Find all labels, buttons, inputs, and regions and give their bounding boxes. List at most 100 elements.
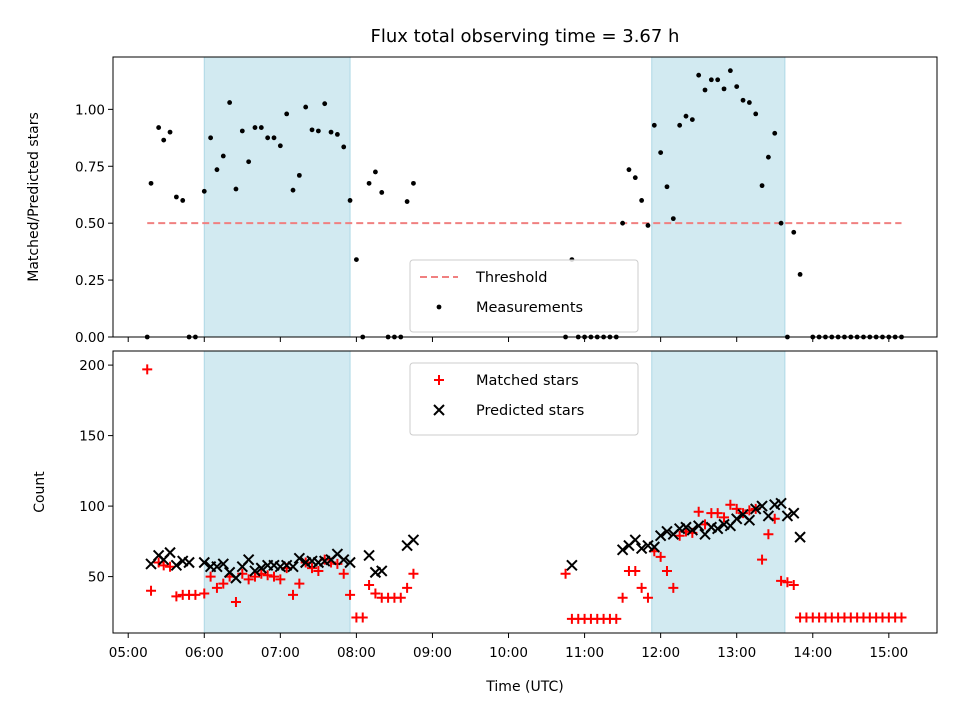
data-point <box>727 68 733 74</box>
data-point <box>227 100 233 105</box>
data-point <box>658 150 664 156</box>
legend-label: Measurements <box>476 300 583 316</box>
data-point <box>434 375 444 385</box>
data-point <box>664 184 670 190</box>
data-point <box>190 589 201 600</box>
data-point <box>696 72 702 78</box>
data-point <box>436 304 442 310</box>
legend-item: Measurements <box>436 300 583 316</box>
data-point <box>791 229 797 235</box>
data-point <box>645 223 651 228</box>
data-point <box>353 257 359 263</box>
data-point <box>765 154 771 160</box>
x-tick-label: 06:00 <box>185 645 224 661</box>
data-point <box>651 122 657 128</box>
data-point <box>788 507 800 519</box>
data-point <box>255 562 268 574</box>
data-point <box>566 559 578 572</box>
legend-item: Predicted stars <box>433 403 584 419</box>
data-point <box>341 144 347 150</box>
data-point <box>683 113 689 119</box>
y-tick-label: 0.00 <box>75 330 105 346</box>
data-point <box>347 198 353 203</box>
data-point <box>404 199 410 204</box>
data-point <box>661 525 673 538</box>
data-point <box>661 565 672 576</box>
measurements-series <box>144 68 904 340</box>
y-axis-label: Matched/Predicted stars <box>26 112 42 282</box>
observing-window <box>651 350 786 634</box>
data-point <box>715 77 721 83</box>
data-point <box>746 100 752 105</box>
y-tick-label: 0.75 <box>75 159 105 175</box>
data-point <box>668 582 679 593</box>
data-point <box>639 198 645 203</box>
legend-box <box>409 259 639 333</box>
data-point <box>288 589 299 600</box>
data-point <box>626 167 632 173</box>
data-point <box>762 510 775 522</box>
data-point <box>211 582 222 593</box>
panel-frame <box>112 350 938 634</box>
data-point <box>740 97 746 103</box>
data-point <box>294 578 305 589</box>
x-tick-label: 10:00 <box>489 645 528 661</box>
observing-window <box>203 350 351 634</box>
data-point <box>689 117 695 123</box>
data-point <box>275 574 286 585</box>
data-point <box>218 578 229 589</box>
data-point <box>183 556 195 569</box>
data-point <box>617 592 628 603</box>
data-point <box>636 582 647 593</box>
data-point <box>211 561 223 573</box>
observing-window <box>651 56 786 338</box>
data-point <box>239 128 245 134</box>
x-tick-label: 11:00 <box>565 645 604 661</box>
x-axis-label: Time (UTC) <box>485 679 563 695</box>
data-point <box>284 111 290 117</box>
data-point <box>287 561 299 573</box>
data-point <box>201 188 207 194</box>
data-point <box>198 556 210 569</box>
x-tick-label: 13:00 <box>717 645 756 661</box>
data-point <box>896 612 907 623</box>
data-point <box>686 524 699 536</box>
x-tick-label: 09:00 <box>413 645 452 661</box>
data-point <box>243 574 254 585</box>
data-point <box>344 556 356 569</box>
data-point <box>290 187 296 193</box>
data-point <box>702 87 708 93</box>
legend: Matched stars Predicted stars <box>409 362 639 436</box>
data-point <box>293 552 306 564</box>
data-point <box>249 571 260 582</box>
y-tick-label: 0.50 <box>75 216 105 232</box>
data-point <box>180 198 186 203</box>
data-point <box>230 596 241 607</box>
x-tick-label: 14:00 <box>793 645 832 661</box>
y-axis-ticks: 0.00 0.25 0.50 0.75 1.00 <box>75 102 113 346</box>
data-point <box>315 128 321 134</box>
data-point <box>708 77 714 83</box>
observing-window <box>203 56 351 338</box>
data-point <box>730 513 743 525</box>
data-point <box>794 531 806 543</box>
legend-label: Matched stars <box>476 373 579 389</box>
data-point <box>268 571 279 582</box>
observing-windows <box>203 350 786 634</box>
data-point <box>692 520 705 532</box>
data-point <box>170 559 183 572</box>
series-predicted-stars <box>145 497 806 584</box>
count-panel: 50 100 150 200 05:00 06:00 07:00 08:00 09:00 10:… <box>32 350 938 695</box>
data-point <box>788 580 799 591</box>
data-point <box>635 542 648 555</box>
data-point <box>167 129 173 135</box>
data-point <box>629 534 641 546</box>
data-point <box>654 530 667 542</box>
panel-frame <box>112 56 938 338</box>
data-point <box>262 570 273 581</box>
x-tick-label: 08:00 <box>337 645 376 661</box>
data-point <box>165 561 176 572</box>
data-point <box>271 135 277 141</box>
data-point <box>648 541 661 553</box>
